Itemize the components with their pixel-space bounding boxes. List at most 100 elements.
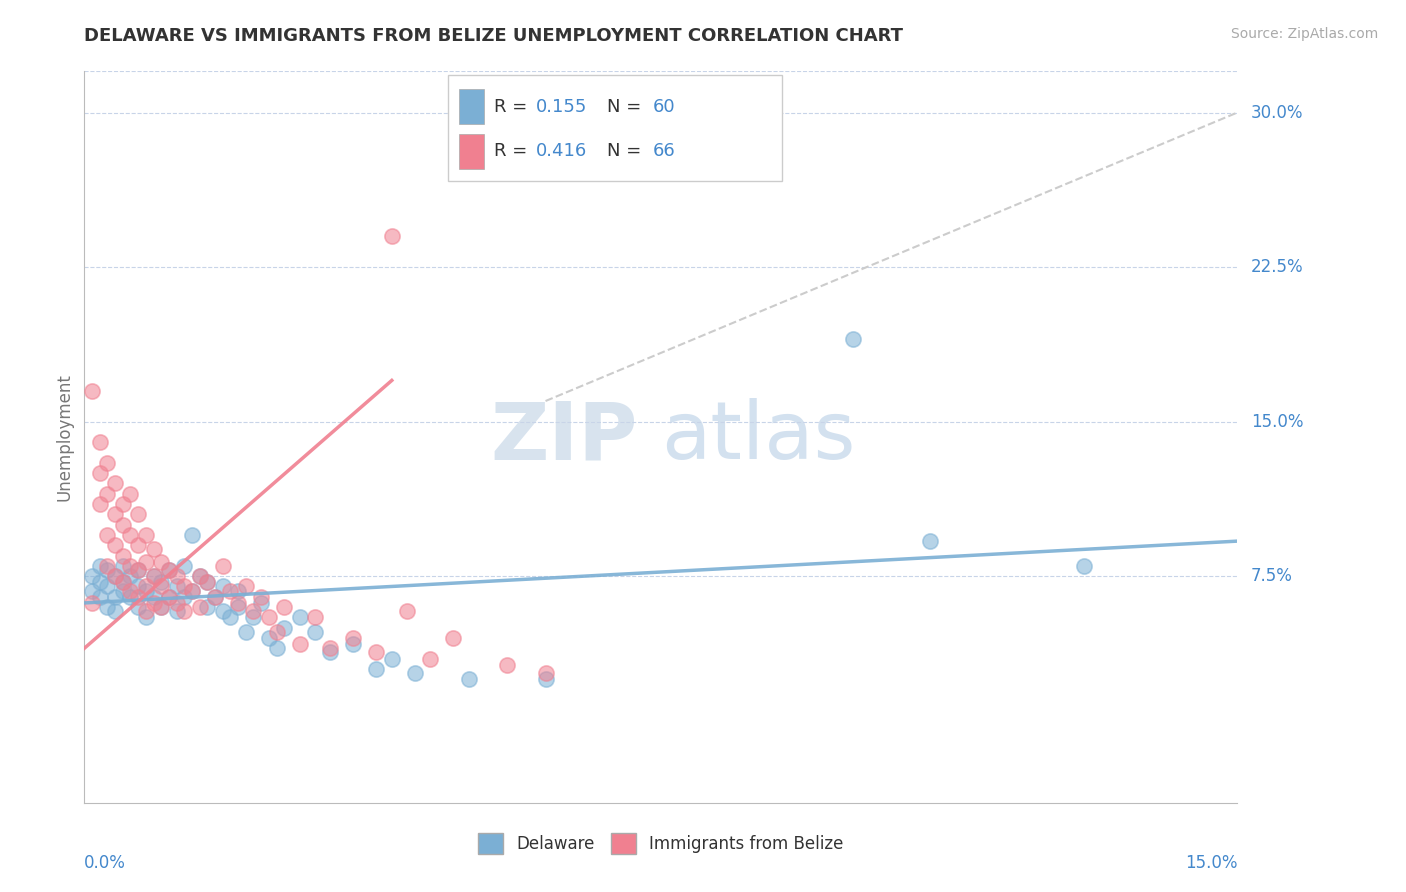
Text: 0.416: 0.416 [536, 143, 588, 161]
Point [157, 590, 180, 604]
Text: 30.0%: 30.0% [1251, 103, 1303, 121]
FancyBboxPatch shape [460, 134, 485, 169]
Point [173, 579, 195, 593]
Text: 7.5%: 7.5% [1251, 567, 1294, 585]
Point [111, 583, 134, 598]
Point [195, 575, 218, 590]
Text: 22.5%: 22.5% [1251, 258, 1303, 277]
FancyBboxPatch shape [447, 75, 782, 181]
Point [157, 590, 180, 604]
Point [366, 645, 388, 659]
Point [96, 563, 118, 577]
Text: DELAWARE VS IMMIGRANTS FROM BELIZE UNEMPLOYMENT CORRELATION CHART: DELAWARE VS IMMIGRANTS FROM BELIZE UNEMP… [84, 27, 904, 45]
Point [142, 569, 165, 583]
Point [127, 538, 149, 552]
Point [104, 604, 127, 618]
Legend: Delaware, Immigrants from Belize: Delaware, Immigrants from Belize [471, 827, 851, 860]
Text: 0.155: 0.155 [536, 98, 588, 116]
Point [120, 487, 142, 501]
Point [918, 534, 941, 549]
Point [173, 590, 195, 604]
Point [534, 665, 557, 680]
Point [166, 579, 188, 593]
Point [381, 651, 404, 665]
Text: R =: R = [494, 143, 533, 161]
Point [89, 435, 111, 450]
Point [173, 558, 195, 573]
Point [96, 487, 118, 501]
Point [135, 528, 157, 542]
Point [166, 604, 188, 618]
Point [188, 569, 211, 583]
Point [404, 665, 426, 680]
Point [104, 569, 127, 583]
Point [96, 558, 118, 573]
Y-axis label: Unemployment: Unemployment [55, 373, 73, 501]
Point [80, 569, 103, 583]
Point [204, 590, 226, 604]
Point [304, 610, 326, 624]
Point [173, 604, 195, 618]
Point [457, 672, 479, 686]
Point [288, 610, 311, 624]
Point [211, 579, 233, 593]
Point [120, 590, 142, 604]
Text: R =: R = [494, 98, 533, 116]
Point [135, 604, 157, 618]
Point [142, 569, 165, 583]
Point [441, 631, 464, 645]
Point [188, 600, 211, 615]
Point [181, 528, 204, 542]
Point [104, 569, 127, 583]
FancyBboxPatch shape [460, 89, 485, 124]
Point [135, 579, 157, 593]
Point [226, 596, 249, 610]
Point [104, 538, 127, 552]
Point [273, 621, 295, 635]
Point [150, 600, 173, 615]
Point [226, 583, 249, 598]
Point [96, 600, 118, 615]
Text: 60: 60 [652, 98, 675, 116]
Point [204, 590, 226, 604]
Point [127, 508, 149, 522]
Point [127, 563, 149, 577]
Point [142, 590, 165, 604]
Point [211, 604, 233, 618]
Point [127, 590, 149, 604]
Point [266, 641, 288, 656]
Point [534, 672, 557, 686]
Point [111, 558, 134, 573]
Text: ZIP: ZIP [491, 398, 638, 476]
Point [96, 456, 118, 470]
Point [396, 604, 419, 618]
Point [242, 604, 264, 618]
Point [127, 563, 149, 577]
Point [80, 596, 103, 610]
Point [142, 596, 165, 610]
Point [288, 637, 311, 651]
Text: N =: N = [606, 143, 647, 161]
Point [842, 332, 865, 346]
Point [166, 596, 188, 610]
Point [226, 600, 249, 615]
Point [111, 517, 134, 532]
Text: Source: ZipAtlas.com: Source: ZipAtlas.com [1230, 27, 1378, 41]
Point [181, 583, 204, 598]
Point [381, 229, 404, 244]
Point [135, 555, 157, 569]
Point [250, 590, 273, 604]
Text: atlas: atlas [661, 398, 855, 476]
Point [120, 528, 142, 542]
Point [195, 600, 218, 615]
Point [219, 610, 242, 624]
Point [111, 497, 134, 511]
Point [89, 466, 111, 480]
Point [342, 631, 364, 645]
Point [266, 624, 288, 639]
Text: 15.0%: 15.0% [1185, 854, 1237, 872]
Point [273, 600, 295, 615]
Point [104, 476, 127, 491]
Point [111, 575, 134, 590]
Point [80, 384, 103, 398]
